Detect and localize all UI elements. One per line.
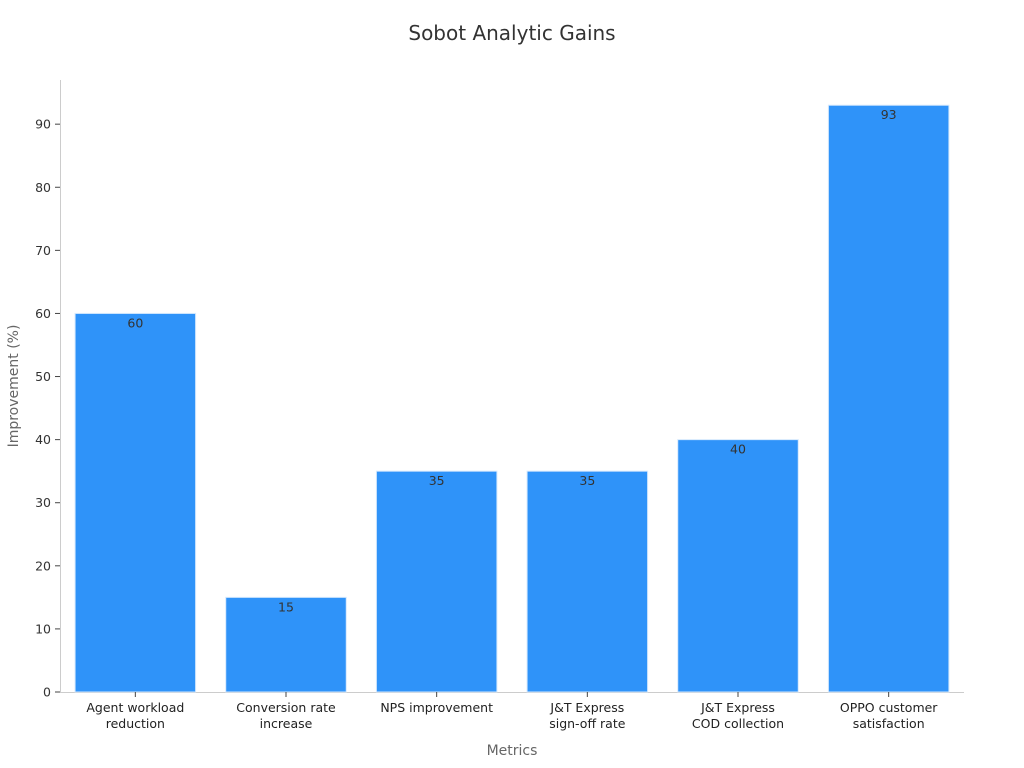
bar-value-label: 35 — [579, 473, 595, 488]
bar — [74, 312, 197, 693]
x-category-label: COD collection — [692, 716, 784, 731]
x-category-label: reduction — [106, 716, 165, 731]
y-tick-label: 0 — [43, 685, 51, 700]
x-category-label: J&T Express — [700, 700, 775, 715]
y-tick-label: 90 — [35, 117, 51, 132]
chart-title: Sobot Analytic Gains — [408, 21, 615, 45]
bar — [375, 470, 498, 693]
bars-group: 60 15 35 35 40 93 — [74, 104, 950, 693]
bar-value-label: 60 — [127, 315, 143, 330]
y-tick-label: 40 — [35, 432, 51, 447]
y-axis-title: Improvement (%) — [6, 325, 22, 448]
bar — [677, 439, 799, 693]
x-axis-title: Metrics — [487, 743, 538, 759]
y-tick-label: 60 — [35, 306, 51, 321]
x-category-label: OPPO customer — [840, 700, 938, 715]
bar — [827, 104, 950, 693]
bar-value-label: 40 — [730, 442, 746, 457]
bar — [225, 596, 347, 693]
x-category-label: sign-off rate — [549, 716, 626, 731]
bar — [526, 470, 649, 693]
y-tick-label: 10 — [35, 621, 51, 636]
y-tick-label: 50 — [35, 369, 51, 384]
bar-value-label: 35 — [429, 473, 445, 488]
y-ticks-group: 0 10 20 30 40 50 60 70 80 90 — [35, 117, 60, 700]
bar-value-label: 93 — [881, 107, 897, 122]
y-tick-label: 80 — [35, 180, 51, 195]
y-tick-label: 20 — [35, 558, 51, 573]
bar-value-label: 15 — [278, 599, 294, 614]
x-category-label: NPS improvement — [380, 700, 493, 715]
x-category-label: J&T Express — [549, 700, 624, 715]
x-category-label: Conversion rate — [236, 700, 336, 715]
y-tick-label: 70 — [35, 243, 51, 258]
y-tick-label: 30 — [35, 495, 51, 510]
x-category-label: Agent workload — [86, 700, 184, 715]
x-category-label: increase — [260, 716, 313, 731]
x-category-label: satisfaction — [853, 716, 925, 731]
